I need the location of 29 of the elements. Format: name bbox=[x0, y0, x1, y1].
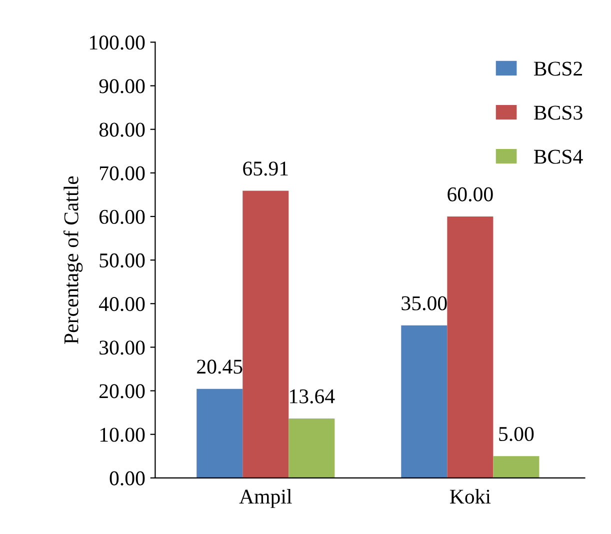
bar bbox=[447, 216, 494, 478]
y-tick-label: 40.00 bbox=[99, 297, 145, 312]
y-tick-label: 100.00 bbox=[90, 36, 145, 50]
x-tick-label: Koki bbox=[450, 489, 491, 504]
x-tick-label: Ampil bbox=[239, 489, 292, 508]
y-tick-label: 30.00 bbox=[100, 340, 145, 355]
y-tick-label: 60.00 bbox=[99, 210, 145, 224]
legend-label: BCS4 bbox=[534, 150, 583, 164]
y-tick-label: 90.00 bbox=[99, 79, 145, 94]
data-label: 35.00 bbox=[402, 296, 447, 310]
bar bbox=[196, 388, 243, 478]
data-label: 5.00 bbox=[499, 426, 534, 442]
y-tick-label: 70.00 bbox=[100, 166, 145, 180]
y-tick-label: 10.00 bbox=[100, 428, 145, 442]
y-tick-label: 80.00 bbox=[99, 122, 145, 137]
y-tick-label: 20.00 bbox=[100, 384, 145, 398]
y-axis-title: Percentage of Cattle bbox=[63, 176, 83, 344]
data-label: 13.64 bbox=[290, 389, 335, 404]
bar bbox=[242, 190, 289, 478]
data-label: 20.45 bbox=[197, 360, 242, 374]
bar bbox=[288, 418, 335, 478]
y-tick-label: 0.00 bbox=[110, 471, 145, 486]
legend-label: BCS2 bbox=[534, 62, 582, 76]
data-label: 65.91 bbox=[243, 162, 288, 176]
data-label: 60.00 bbox=[448, 187, 493, 202]
bar bbox=[401, 325, 448, 478]
y-tick-label: 50.00 bbox=[100, 253, 145, 268]
legend-label: BCS3 bbox=[534, 106, 582, 120]
bar bbox=[493, 456, 540, 478]
